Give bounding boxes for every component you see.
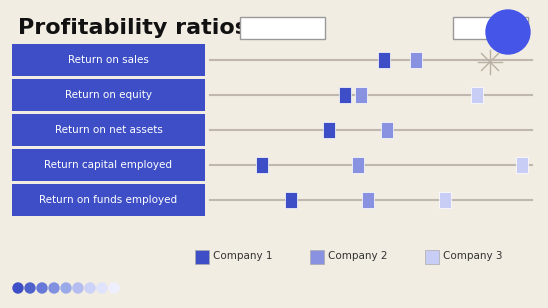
Text: Return on sales: Return on sales [68, 55, 149, 65]
FancyBboxPatch shape [425, 250, 439, 264]
FancyBboxPatch shape [195, 250, 209, 264]
Circle shape [486, 10, 530, 54]
FancyBboxPatch shape [362, 192, 374, 208]
Text: Company 1: Company 1 [213, 251, 272, 261]
Circle shape [73, 283, 83, 293]
Text: Return on funds employed: Return on funds employed [39, 195, 178, 205]
Circle shape [49, 283, 59, 293]
Circle shape [37, 283, 47, 293]
Circle shape [25, 283, 35, 293]
Text: Company 2: Company 2 [328, 251, 387, 261]
FancyBboxPatch shape [12, 114, 205, 146]
FancyBboxPatch shape [439, 192, 451, 208]
FancyBboxPatch shape [12, 44, 205, 76]
Circle shape [13, 283, 23, 293]
Text: Company 3: Company 3 [443, 251, 503, 261]
FancyBboxPatch shape [310, 250, 324, 264]
FancyBboxPatch shape [12, 149, 205, 181]
FancyBboxPatch shape [355, 87, 367, 103]
FancyBboxPatch shape [516, 157, 528, 173]
FancyBboxPatch shape [12, 79, 205, 111]
FancyBboxPatch shape [255, 157, 267, 173]
Circle shape [97, 283, 107, 293]
Text: Return on net assets: Return on net assets [55, 125, 162, 135]
FancyBboxPatch shape [410, 52, 422, 68]
FancyBboxPatch shape [323, 122, 335, 138]
FancyBboxPatch shape [378, 52, 390, 68]
Text: Worst peer: Worst peer [252, 23, 312, 33]
FancyBboxPatch shape [12, 184, 205, 216]
Text: Best peer: Best peer [463, 23, 517, 33]
FancyBboxPatch shape [339, 87, 351, 103]
FancyBboxPatch shape [381, 122, 393, 138]
Text: Return capital employed: Return capital employed [44, 160, 173, 170]
Text: Profitability ratios: Profitability ratios [18, 18, 248, 38]
Circle shape [85, 283, 95, 293]
FancyBboxPatch shape [284, 192, 296, 208]
Circle shape [61, 283, 71, 293]
FancyBboxPatch shape [239, 17, 324, 39]
FancyBboxPatch shape [453, 17, 528, 39]
FancyBboxPatch shape [352, 157, 364, 173]
FancyBboxPatch shape [471, 87, 483, 103]
Circle shape [109, 283, 119, 293]
Text: Return on equity: Return on equity [65, 90, 152, 100]
